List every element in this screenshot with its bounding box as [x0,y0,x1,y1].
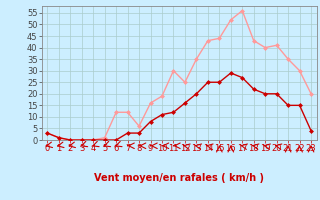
X-axis label: Vent moyen/en rafales ( km/h ): Vent moyen/en rafales ( km/h ) [94,173,264,183]
